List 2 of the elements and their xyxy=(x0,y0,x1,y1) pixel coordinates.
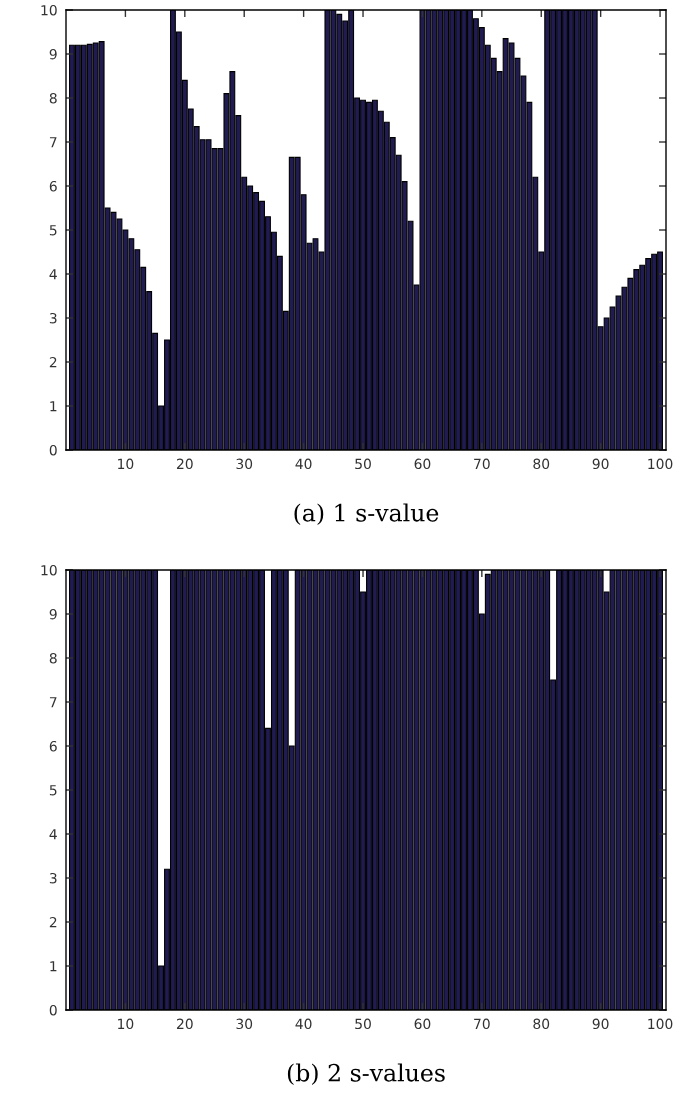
text: (a) 1 s-value xyxy=(294,503,439,526)
text: (b) 2 s-values xyxy=(287,1063,445,1086)
